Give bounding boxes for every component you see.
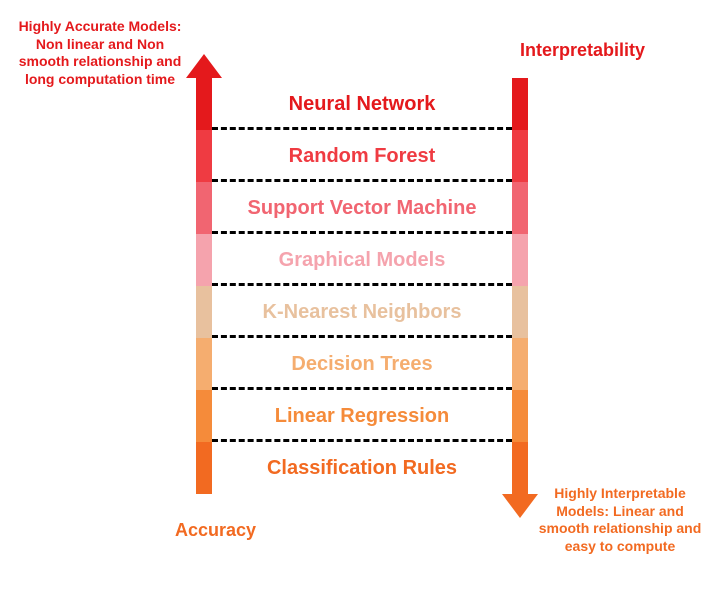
model-label: Linear Regression — [275, 405, 450, 428]
ladder-rung: Decision Trees — [212, 338, 512, 390]
arrow-segment — [196, 130, 212, 182]
arrow-segment — [512, 182, 528, 234]
axis-label-interpretability: Interpretability — [520, 40, 645, 61]
arrow-segment — [196, 78, 212, 130]
arrow-segment — [196, 182, 212, 234]
ladder-rung: Support Vector Machine — [212, 182, 512, 234]
annotation-top-left: Highly Accurate Models: Non linear and N… — [10, 18, 190, 88]
annotation-bottom-right: Highly Interpretable Models: Linear and … — [535, 485, 705, 555]
arrow-segment — [196, 286, 212, 338]
arrow-segment — [512, 130, 528, 182]
interpretability-arrow-head — [502, 494, 538, 518]
arrow-segment — [196, 442, 212, 494]
arrow-segment — [196, 234, 212, 286]
arrow-segment — [512, 338, 528, 390]
model-label: Random Forest — [289, 145, 436, 168]
model-label: Graphical Models — [279, 249, 446, 272]
arrow-segment — [512, 78, 528, 130]
ladder-rung: Graphical Models — [212, 234, 512, 286]
ladder-rung: Linear Regression — [212, 390, 512, 442]
arrow-segment — [196, 390, 212, 442]
model-label: K-Nearest Neighbors — [263, 301, 462, 324]
model-label: Classification Rules — [267, 457, 457, 480]
arrow-segment — [512, 442, 528, 494]
arrow-segment — [512, 390, 528, 442]
arrow-segment — [512, 286, 528, 338]
model-label: Decision Trees — [291, 353, 432, 376]
accuracy-arrow — [196, 78, 212, 494]
arrow-segment — [196, 338, 212, 390]
ladder-rung: Neural Network — [212, 78, 512, 130]
arrow-segment — [512, 234, 528, 286]
ladder-rung: Classification Rules — [212, 442, 512, 494]
accuracy-arrow-head — [186, 54, 222, 78]
model-label: Support Vector Machine — [248, 197, 477, 220]
ladder-rung: Random Forest — [212, 130, 512, 182]
model-ladder: Neural Network Random Forest Support Vecto… — [212, 78, 512, 494]
interpretability-arrow — [512, 78, 528, 494]
ladder-rung: K-Nearest Neighbors — [212, 286, 512, 338]
axis-label-accuracy: Accuracy — [175, 520, 256, 541]
model-label: Neural Network — [289, 93, 436, 116]
